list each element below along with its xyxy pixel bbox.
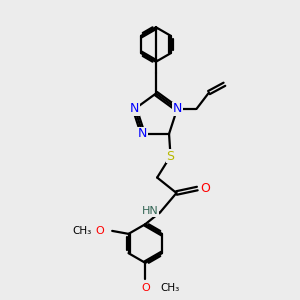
Text: O: O bbox=[201, 182, 211, 195]
Text: N: N bbox=[130, 102, 140, 116]
Text: N: N bbox=[138, 128, 148, 140]
Text: HN: HN bbox=[142, 206, 159, 216]
Text: S: S bbox=[167, 150, 175, 163]
Text: O: O bbox=[141, 283, 150, 292]
Text: N: N bbox=[172, 102, 182, 116]
Text: CH₃: CH₃ bbox=[160, 283, 179, 292]
Text: CH₃: CH₃ bbox=[72, 226, 92, 236]
Text: O: O bbox=[95, 226, 104, 236]
